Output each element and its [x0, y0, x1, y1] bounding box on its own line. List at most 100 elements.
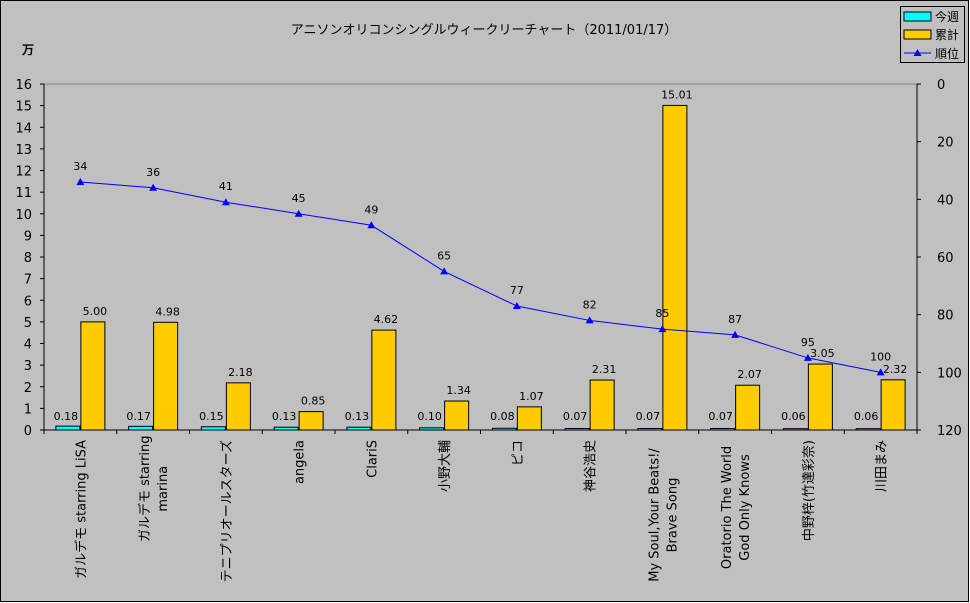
left-tick-label: 1: [24, 402, 32, 417]
legend-swatch-weekly: [903, 11, 932, 22]
bar-cumulative-label: 3.05: [810, 347, 835, 360]
left-tick-label: 12: [15, 165, 32, 180]
category-label: 神谷浩史: [584, 440, 599, 492]
bar-weekly: [128, 425, 154, 431]
right-tick-label: 40: [937, 193, 954, 208]
rank-label: 34: [73, 160, 87, 173]
left-tick-label: 9: [24, 229, 32, 244]
bar-weekly-label: 0.07: [563, 410, 588, 423]
bar-cumulative: [153, 321, 179, 431]
bar-cumulative-label: 4.98: [155, 305, 180, 318]
rank-marker: [76, 178, 85, 186]
category-label: ガルデモ starring LiSA: [73, 440, 89, 579]
chart-title: アニソンオリコンシングルウィークリーチャート（2011/01/17）: [291, 23, 678, 38]
bar-weekly: [637, 427, 663, 431]
left-tick-label: 6: [24, 294, 32, 309]
left-tick-label: 11: [15, 186, 32, 201]
bar-weekly-label: 0.07: [708, 410, 733, 423]
rank-label: 95: [801, 336, 815, 349]
bar-cumulative: [662, 104, 688, 431]
right-tick-label: 60: [937, 251, 954, 266]
bar-cumulative-label: 2.18: [228, 366, 253, 379]
left-axis-unit: 万: [21, 43, 34, 57]
bar-cumulative-label: 2.32: [883, 363, 908, 376]
rank-marker: [512, 302, 521, 310]
category-label: Oratorio The World God Only Knows: [720, 446, 753, 569]
left-tick-label: 5: [24, 316, 32, 331]
category-label: ピコ: [511, 440, 526, 466]
bar-cumulative: [80, 321, 106, 431]
left-tick-label: 14: [15, 121, 32, 136]
rank-label: 36: [146, 166, 160, 179]
bar-weekly: [273, 426, 299, 431]
bar-weekly-label: 0.18: [54, 410, 79, 423]
bar-weekly-label: 0.08: [490, 410, 515, 423]
left-tick-label: 13: [15, 143, 32, 158]
bar-weekly-label: 0.13: [272, 410, 297, 423]
left-tick-label: 8: [24, 251, 32, 266]
rank-label: 65: [437, 249, 451, 262]
left-tick-label: 4: [24, 338, 32, 353]
left-tick-label: 16: [15, 78, 32, 93]
rank-marker: [803, 353, 812, 361]
rank-marker: [149, 183, 158, 191]
legend-label-rank: 順位: [935, 46, 959, 61]
category-label: angela: [293, 440, 308, 484]
bar-cumulative-label: 5.00: [83, 305, 108, 318]
category-label: 中野梓(竹達彩奈): [802, 440, 817, 541]
bar-weekly: [782, 428, 808, 431]
category-label: テニプリオールスターズ: [219, 440, 235, 582]
bar-weekly-label: 0.07: [636, 410, 661, 423]
rank-label: 77: [510, 284, 524, 297]
bar-weekly: [55, 425, 81, 431]
right-tick-label: 0: [937, 78, 945, 93]
bar-weekly: [419, 427, 445, 431]
bar-cumulative: [225, 382, 251, 431]
legend-label-cumulative: 累計: [935, 27, 959, 42]
rank-label: 85: [655, 307, 669, 320]
category-label: 川田まみ: [875, 440, 890, 492]
bar-weekly: [855, 428, 881, 431]
bar-cumulative-label: 1.07: [519, 390, 544, 403]
right-tick-label: 80: [937, 309, 954, 324]
rank-label: 87: [728, 313, 742, 326]
category-label: ガルデモ starring marina: [137, 435, 171, 542]
rank-marker: [367, 221, 376, 229]
rank-marker: [221, 198, 230, 206]
bar-cumulative-label: 4.62: [374, 313, 399, 326]
bar-cumulative-label: 15.01: [661, 88, 693, 101]
rank-marker: [585, 316, 594, 324]
rank-label: 100: [870, 350, 891, 363]
left-tick-label: 15: [15, 100, 32, 115]
bar-weekly: [710, 427, 736, 431]
category-label: ClariS: [365, 440, 380, 478]
bar-weekly: [200, 426, 226, 431]
bar-cumulative-label: 1.34: [446, 384, 471, 397]
bar-weekly-label: 0.17: [126, 410, 151, 423]
legend-swatch-cumulative: [903, 29, 932, 40]
rank-label: 82: [583, 298, 597, 311]
bar-cumulative: [298, 411, 324, 431]
rank-marker: [440, 267, 449, 275]
bar-weekly: [564, 427, 590, 431]
bar-cumulative: [880, 379, 906, 431]
rank-label: 45: [292, 192, 306, 205]
left-tick-label: 0: [24, 424, 32, 439]
rank-marker: [876, 368, 885, 376]
bar-weekly-label: 0.10: [417, 410, 442, 423]
bar-cumulative: [516, 406, 542, 431]
bar-cumulative-label: 0.85: [301, 395, 326, 408]
left-tick-label: 7: [24, 273, 32, 288]
rank-marker: [294, 209, 303, 217]
bar-weekly: [346, 426, 372, 431]
rank-marker: [731, 330, 740, 338]
rank-marker: [658, 325, 667, 333]
bar-weekly-label: 0.15: [199, 410, 224, 423]
bar-cumulative: [444, 400, 470, 431]
bar-weekly: [491, 427, 517, 431]
bar-weekly-label: 0.06: [781, 410, 806, 423]
left-tick-label: 10: [15, 208, 32, 223]
legend-marker-rank: [913, 49, 922, 56]
